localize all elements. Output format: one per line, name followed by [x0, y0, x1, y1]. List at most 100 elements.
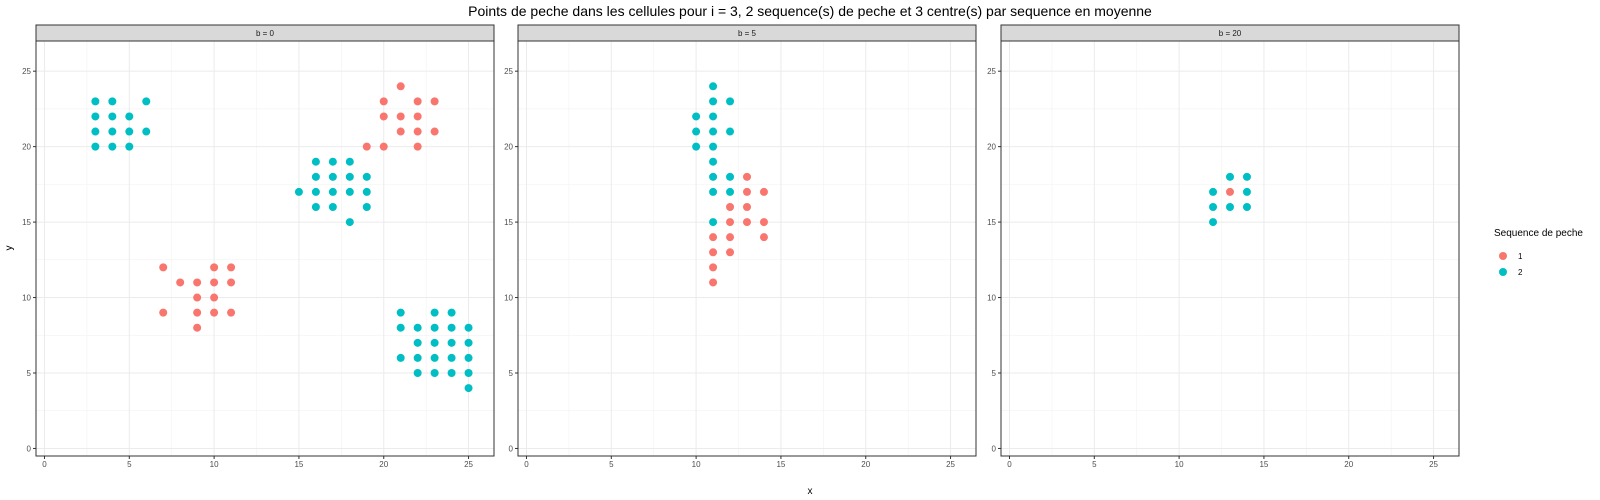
data-point-seq-2: [1226, 172, 1234, 181]
panel-background: [1001, 41, 1459, 456]
panel-border: [517, 40, 977, 457]
data-point-seq-2: [91, 112, 100, 121]
data-point-seq-2: [413, 369, 422, 377]
data-point-seq-1: [413, 142, 422, 151]
facet-label: b = 0: [256, 29, 275, 38]
data-point-seq-2: [692, 112, 701, 121]
data-point-seq-1: [743, 218, 751, 227]
data-point-seq-2: [726, 187, 735, 196]
data-point-seq-1: [193, 308, 202, 317]
data-point-seq-2: [362, 203, 371, 211]
data-point-seq-2: [447, 353, 456, 362]
data-point-seq-2: [447, 323, 456, 332]
data-point-seq-1: [430, 97, 439, 106]
data-point-seq-1: [193, 293, 202, 302]
data-point-seq-2: [447, 308, 456, 317]
panel-1: b = 0 0 5 10 15 20 25 0 5 10 15 20 25: [22, 24, 495, 469]
data-point-seq-2: [396, 353, 405, 362]
x-tick-label: 20: [861, 460, 870, 469]
data-point-seq-2: [311, 203, 320, 211]
data-point-seq-1: [227, 278, 236, 287]
data-point-seq-2: [311, 157, 320, 166]
data-point-seq-2: [709, 97, 718, 106]
data-point-seq-2: [328, 187, 337, 196]
x-tick-label: 5: [609, 460, 614, 469]
data-point-seq-2: [1209, 203, 1218, 211]
data-point-seq-2: [430, 308, 439, 317]
y-tick-label: 25: [987, 67, 996, 76]
data-point-seq-1: [759, 218, 768, 227]
legend-key-1: [1499, 252, 1507, 260]
data-point-seq-1: [413, 97, 422, 106]
x-tick-label: 0: [1007, 460, 1012, 469]
data-point-seq-2: [1242, 187, 1251, 196]
data-point-seq-1: [743, 187, 751, 196]
x-tick-label: 10: [210, 460, 219, 469]
x-tick-label: 5: [127, 460, 132, 469]
data-point-seq-1: [176, 278, 185, 287]
x-tick-label: 0: [42, 460, 47, 469]
data-point-seq-1: [726, 248, 735, 257]
data-point-seq-1: [396, 82, 405, 91]
data-point-seq-1: [759, 187, 768, 196]
data-point-seq-1: [396, 112, 405, 121]
data-point-seq-1: [709, 233, 718, 242]
data-point-seq-2: [709, 157, 718, 166]
x-tick-label: 5: [1092, 460, 1097, 469]
data-point-seq-2: [345, 187, 354, 196]
data-point-seq-2: [108, 112, 117, 121]
x-tick-label: 25: [1429, 460, 1438, 469]
data-point-seq-2: [311, 172, 320, 181]
x-tick-label: 25: [464, 460, 473, 469]
data-point-seq-2: [1226, 203, 1234, 211]
data-point-seq-2: [1209, 218, 1218, 227]
y-tick-label: 20: [987, 143, 996, 152]
x-tick-label: 10: [692, 460, 701, 469]
data-point-seq-1: [709, 263, 718, 272]
data-point-seq-2: [1242, 203, 1251, 211]
y-tick-label: 15: [504, 218, 513, 227]
y-tick-label: 25: [504, 67, 513, 76]
y-tick-label: 25: [22, 67, 31, 76]
data-point-seq-1: [159, 263, 168, 272]
data-point-seq-2: [709, 187, 718, 196]
data-point-seq-2: [413, 338, 422, 347]
data-point-seq-2: [1242, 172, 1251, 181]
data-point-seq-2: [430, 353, 439, 362]
y-tick-label: 0: [509, 444, 514, 453]
data-point-seq-1: [379, 97, 388, 106]
data-point-seq-2: [125, 127, 134, 136]
x-tick-label: 10: [1175, 460, 1184, 469]
data-point-seq-1: [159, 308, 168, 317]
data-point-seq-2: [726, 127, 735, 136]
y-tick-label: 10: [22, 294, 31, 303]
x-tick-label: 15: [294, 460, 303, 469]
chart-title: Points de peche dans les cellules pour i…: [468, 3, 1152, 19]
y-tick-label: 5: [509, 369, 514, 378]
data-point-seq-2: [396, 308, 405, 317]
data-point-seq-2: [709, 172, 718, 181]
data-point-seq-1: [709, 278, 718, 287]
data-point-seq-1: [210, 263, 219, 272]
data-point-seq-2: [125, 112, 134, 121]
data-point-seq-1: [379, 142, 388, 151]
y-tick-label: 20: [504, 143, 513, 152]
data-point-seq-1: [210, 278, 219, 287]
data-point-seq-1: [413, 112, 422, 121]
data-point-seq-2: [726, 97, 735, 106]
y-tick-label: 20: [22, 143, 31, 152]
data-point-seq-1: [362, 142, 371, 151]
data-point-seq-1: [743, 203, 751, 211]
data-point-seq-2: [464, 384, 473, 393]
data-point-seq-2: [362, 172, 371, 181]
data-point-seq-2: [362, 187, 371, 196]
data-point-seq-2: [328, 203, 337, 211]
data-point-seq-2: [311, 187, 320, 196]
y-tick-label: 0: [992, 444, 997, 453]
data-point-seq-1: [743, 172, 751, 181]
data-point-seq-2: [108, 142, 117, 151]
data-point-seq-2: [345, 218, 354, 227]
legend-label: 1: [1518, 252, 1523, 261]
data-point-seq-2: [413, 353, 422, 362]
